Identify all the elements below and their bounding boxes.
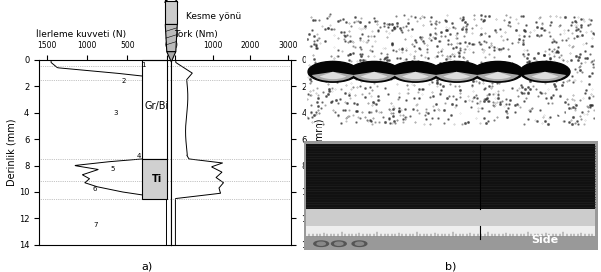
- Circle shape: [355, 242, 364, 245]
- Wedge shape: [477, 72, 519, 81]
- Wedge shape: [320, 72, 346, 79]
- Circle shape: [352, 241, 367, 246]
- Text: Side: Side: [531, 235, 558, 245]
- Bar: [142, 60, 167, 159]
- Text: Tork (Nm): Tork (Nm): [174, 30, 218, 39]
- Wedge shape: [443, 72, 470, 79]
- Text: Top: Top: [552, 108, 573, 118]
- Y-axis label: Derinlik (mm): Derinlik (mm): [6, 119, 16, 186]
- Circle shape: [473, 61, 523, 82]
- Bar: [307, 226, 595, 236]
- Text: a): a): [142, 261, 153, 271]
- Circle shape: [520, 61, 570, 82]
- Bar: [307, 209, 595, 226]
- Circle shape: [391, 61, 441, 82]
- Y-axis label: Derinlik (mm): Derinlik (mm): [314, 119, 325, 186]
- Text: Ti: Ti: [151, 174, 162, 184]
- FancyBboxPatch shape: [165, 1, 177, 24]
- Text: İlerleme kuvveti (N): İlerleme kuvveti (N): [36, 30, 126, 39]
- Text: 2: 2: [121, 78, 126, 84]
- Text: 1: 1: [141, 62, 145, 68]
- Bar: [307, 144, 595, 209]
- Circle shape: [432, 61, 481, 82]
- Wedge shape: [484, 72, 511, 79]
- Bar: [142, 159, 167, 199]
- Circle shape: [349, 61, 399, 82]
- Text: 3: 3: [113, 110, 117, 116]
- Wedge shape: [436, 72, 478, 81]
- Text: 7: 7: [93, 222, 97, 228]
- Wedge shape: [394, 72, 436, 81]
- Polygon shape: [166, 52, 175, 62]
- Circle shape: [308, 61, 358, 82]
- Wedge shape: [524, 72, 566, 81]
- Circle shape: [314, 241, 329, 246]
- Text: 4: 4: [137, 153, 141, 159]
- Wedge shape: [353, 72, 395, 81]
- Circle shape: [332, 241, 346, 246]
- Wedge shape: [361, 72, 388, 79]
- Circle shape: [335, 242, 343, 245]
- Text: Gr/Bi: Gr/Bi: [145, 101, 169, 111]
- Circle shape: [317, 242, 325, 245]
- Wedge shape: [402, 72, 429, 79]
- Polygon shape: [165, 24, 177, 52]
- Wedge shape: [312, 72, 354, 81]
- Text: 5: 5: [111, 166, 115, 172]
- Text: Kesme yönü: Kesme yönü: [186, 12, 242, 21]
- Text: b): b): [445, 261, 456, 271]
- Wedge shape: [531, 72, 558, 79]
- Text: 6: 6: [93, 186, 97, 192]
